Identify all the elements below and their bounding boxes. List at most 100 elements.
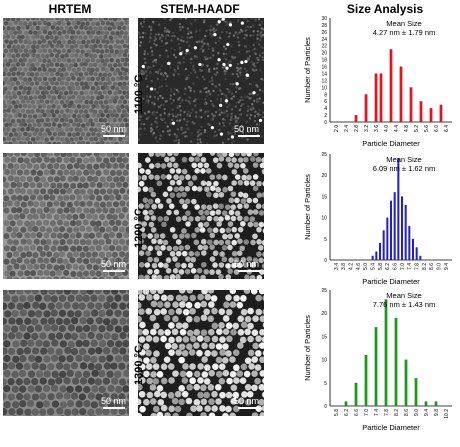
x-tick-label: 6.2 [385, 263, 391, 270]
histogram-bar [409, 87, 413, 122]
stem-image-1100: 50 nm [138, 18, 264, 144]
y-tick-label: 5 [324, 237, 327, 243]
x-tick-label: 5.2 [414, 125, 420, 132]
x-tick-label: 4.2 [348, 263, 354, 270]
x-tick-label: 5.8 [334, 409, 340, 416]
y-axis-label: Number of Particles [303, 174, 312, 240]
x-tick-label: 3.2 [364, 125, 370, 132]
hrtem-image-1100: 50 nm [3, 18, 129, 144]
y-tick-label: 20 [321, 51, 327, 57]
mean-size-title: Mean Size [386, 19, 421, 28]
x-tick-label: 10.2 [444, 409, 450, 419]
x-tick-label: 4.6 [356, 263, 362, 270]
x-tick-label: 9.8 [434, 409, 440, 416]
histogram-bar [382, 230, 385, 260]
histogram-bar [414, 378, 418, 406]
x-tick-label: 9.4 [424, 409, 430, 416]
x-tick-label: 3.6 [374, 125, 380, 132]
histogram-bar [389, 200, 393, 260]
x-axis-label: Particle Diameter [362, 139, 420, 148]
x-tick-label: 2.0 [334, 125, 340, 132]
y-tick-label: 18 [321, 58, 327, 64]
x-tick-label: 5.0 [363, 263, 369, 270]
x-tick-label: 5.6 [424, 125, 430, 132]
histogram-bar [364, 354, 368, 406]
y-tick-label: 15 [321, 334, 327, 340]
mean-size-value: 7.76 nm ± 1.43 nm [373, 300, 435, 309]
x-tick-label: 6.4 [444, 125, 450, 132]
temperature-label-1100: 1100 °C [133, 74, 145, 114]
size-histogram-1200: 0 5 10 15 20 25 3.4 3.8 4.2 4.6 5.0 5.4 5.8 6.2 6.6 7.0… [303, 152, 452, 286]
y-tick-label: 20 [321, 173, 327, 179]
y-axis-label: Number of Particles [303, 315, 312, 381]
x-tick-label: 3.8 [341, 263, 347, 270]
x-tick-label: 8.6 [404, 409, 410, 416]
mean-size-title: Mean Size [386, 291, 421, 300]
temperature-label-1200: 1200 °C [133, 208, 145, 248]
x-tick-label: 8.6 [429, 263, 435, 270]
y-tick-label: 4 [324, 106, 327, 112]
histogram-bar [378, 243, 382, 260]
histogram-bar [419, 101, 423, 122]
y-tick-label: 15 [321, 194, 327, 200]
histogram-bar [371, 255, 374, 260]
histogram-bar [424, 401, 428, 406]
x-tick-label: 4.0 [384, 125, 390, 132]
scale-bar-label: 50 nm [101, 396, 127, 406]
header-size-analysis: Size Analysis [346, 2, 424, 16]
mean-size-title: Mean Size [386, 155, 421, 164]
histogram-bar [397, 158, 400, 260]
histogram-bar [379, 73, 383, 122]
histogram-bar [374, 327, 378, 406]
x-axis-label: Particle Diameter [362, 277, 420, 286]
histogram-bar [354, 382, 358, 406]
header-stem-haadf: STEM-HAADF [160, 2, 240, 16]
stem-image-1200: 50 nm [138, 153, 264, 279]
scale-bar-label: 50 nm [101, 259, 127, 269]
histogram-bar [439, 104, 443, 122]
size-histogram-1300: 0 5 10 15 20 25 5.8 6.2 6.6 7.0 7.4 7.8 8.2 8.6 9.0 9.4… [303, 288, 452, 432]
histogram-bar [400, 196, 404, 260]
x-tick-label: 9.4 [444, 263, 450, 270]
histogram-bar [411, 238, 415, 260]
hrtem-image-1300: 50 nm [3, 290, 129, 416]
y-tick-label: 16 [321, 65, 327, 71]
x-tick-label: 7.8 [384, 409, 390, 416]
y-tick-label: 24 [321, 37, 327, 43]
y-tick-label: 26 [321, 30, 327, 36]
x-tick-label: 9.0 [436, 263, 442, 270]
x-tick-label: 7.0 [364, 409, 370, 416]
y-tick-label: 12 [321, 78, 327, 84]
y-tick-label: 10 [321, 358, 327, 364]
y-axis-label: Number of Particles [303, 37, 312, 103]
y-tick-label: 22 [321, 44, 327, 50]
y-tick-label: 20 [321, 311, 327, 317]
x-tick-label: 7.4 [374, 409, 380, 416]
x-tick-label: 9.0 [414, 409, 420, 416]
histogram-bar [404, 359, 408, 406]
y-tick-label: 0 [324, 404, 327, 410]
histogram-bar [389, 49, 393, 123]
x-tick-label: 4.4 [394, 125, 400, 132]
histogram-bar [429, 108, 433, 122]
histogram-bar [354, 115, 358, 122]
histogram-bar [419, 255, 422, 260]
x-tick-label: 8.2 [422, 263, 428, 270]
scale-bar-label: 50 nm [101, 124, 127, 134]
scale-bar-label: 50 nm [234, 259, 260, 269]
x-tick-label: 6.2 [344, 409, 350, 416]
x-tick-label: 8.2 [394, 409, 400, 416]
x-tick-label: 6.6 [354, 409, 360, 416]
y-tick-label: 10 [321, 216, 327, 222]
x-tick-label: 7.4 [407, 263, 413, 270]
y-tick-label: 14 [321, 71, 327, 77]
histogram-bar [415, 247, 418, 260]
y-tick-label: 25 [321, 288, 327, 294]
x-tick-label: 7.8 [414, 263, 420, 270]
histogram-bar [364, 94, 368, 122]
histogram-bar [404, 204, 407, 260]
x-axis-label: Particle Diameter [362, 423, 420, 432]
histogram-bar [344, 401, 348, 406]
histogram-bar [386, 217, 389, 260]
